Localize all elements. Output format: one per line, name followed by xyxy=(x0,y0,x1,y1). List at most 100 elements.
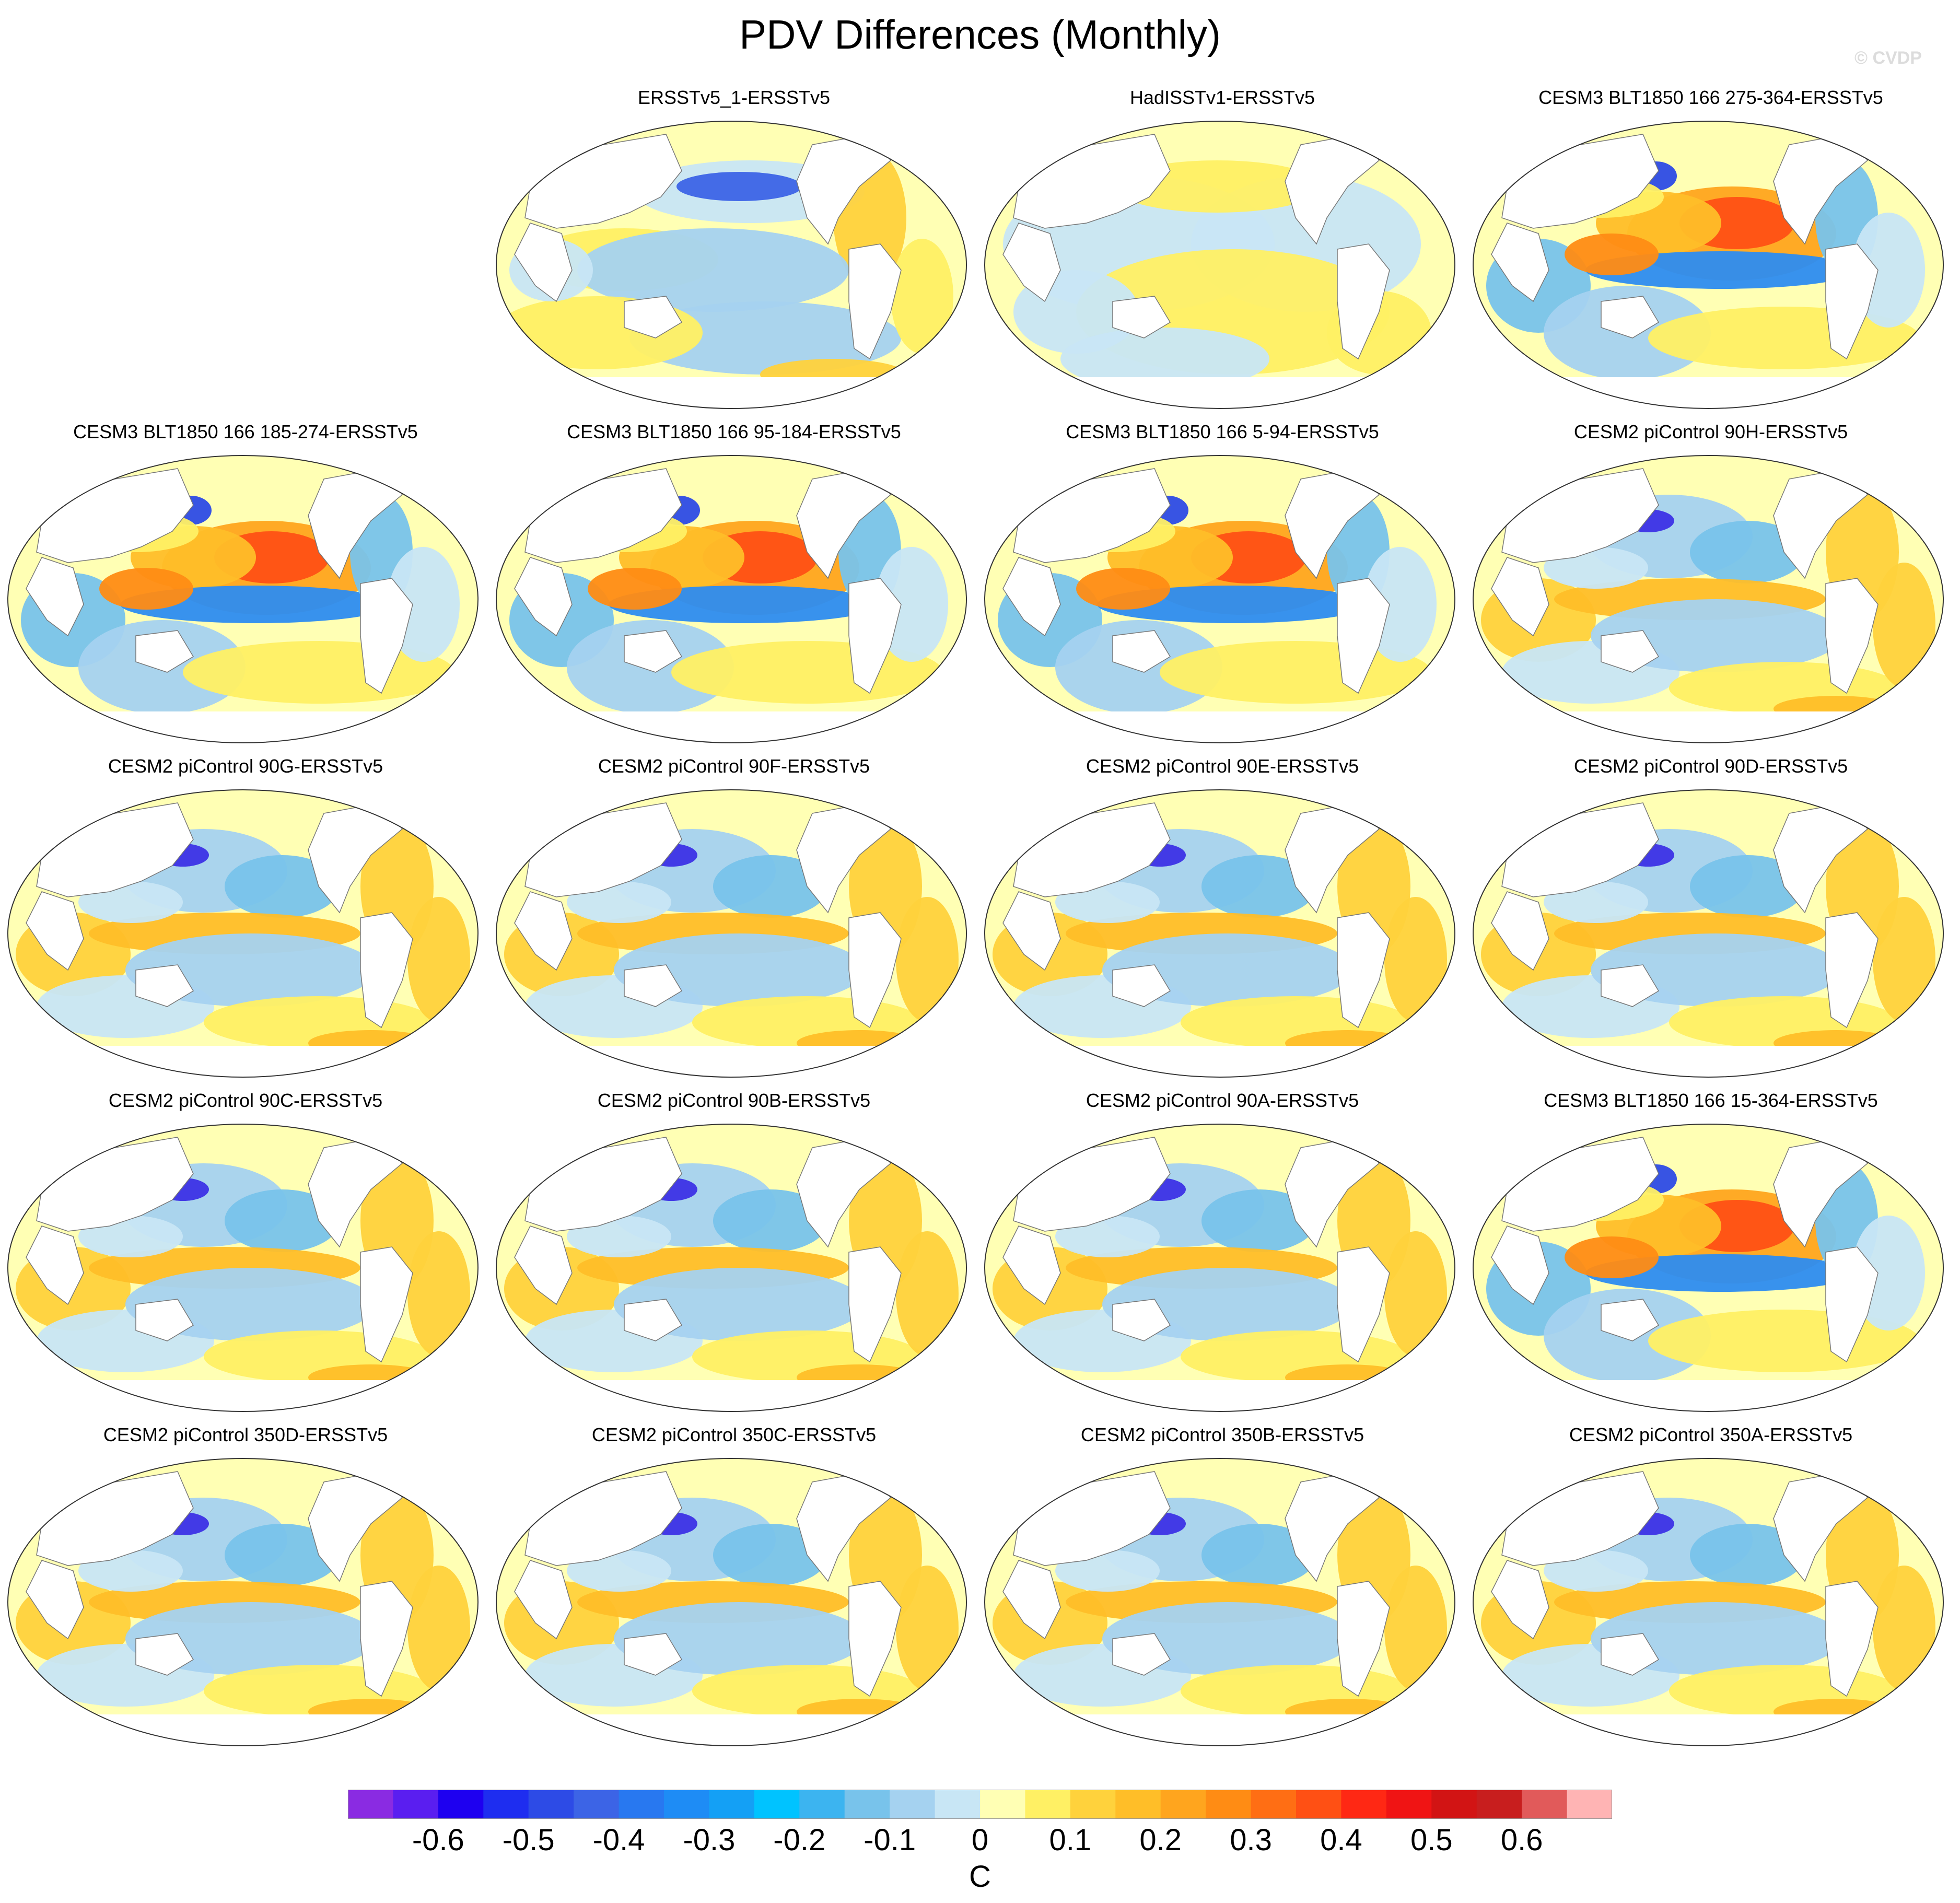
anomaly-region xyxy=(891,239,953,354)
land-mask xyxy=(26,891,84,971)
anomaly-region xyxy=(1076,568,1170,610)
anomaly-region xyxy=(1384,1231,1447,1357)
panel-title: CESM2 piControl 90B-ERSSTv5 xyxy=(597,1090,871,1111)
global-map xyxy=(496,1458,967,1746)
land-mask xyxy=(848,912,902,1029)
land-mask xyxy=(401,463,439,495)
land-mask xyxy=(1601,630,1660,673)
antarctica-mask xyxy=(1473,1046,1943,1077)
land-mask xyxy=(1491,557,1549,637)
land-mask xyxy=(1337,243,1390,360)
land-mask xyxy=(26,1225,84,1305)
colorbar-tick-label: -0.1 xyxy=(864,1823,916,1857)
anomaly-region xyxy=(1873,1566,1935,1691)
land-mask xyxy=(1866,797,1905,830)
colorbar-swatch xyxy=(348,1790,393,1819)
colorbar-tick-label: 0.6 xyxy=(1500,1823,1543,1857)
antarctica-mask xyxy=(985,711,1455,743)
land-mask xyxy=(1825,1581,1879,1697)
colorbar-tick-label: 0.2 xyxy=(1139,1823,1182,1857)
colorbar-swatch xyxy=(844,1790,890,1819)
map-border xyxy=(1473,789,1944,1078)
colorbar-swatch xyxy=(664,1790,709,1819)
global-map xyxy=(7,1458,479,1746)
global-map xyxy=(1473,1458,1944,1746)
figure-title: PDV Differences (Monthly) xyxy=(739,11,1221,57)
colorbar-swatch xyxy=(438,1790,484,1819)
antarctica-mask xyxy=(8,711,478,743)
panel-title: CESM2 piControl 90G-ERSSTv5 xyxy=(108,755,383,777)
map-panel: CESM2 piControl 350A-ERSSTv5 xyxy=(1471,1423,1951,1747)
land-mask xyxy=(1002,557,1061,637)
map-panel: CESM3 BLT1850 166 185-274-ERSSTv5 xyxy=(5,421,486,744)
map-panel: CESM3 BLT1850 166 275-364-ERSSTv5 xyxy=(1471,86,1951,410)
map-border xyxy=(1473,1124,1944,1412)
map-border xyxy=(7,789,479,1078)
colorbar-swatch xyxy=(980,1790,1025,1819)
map-border xyxy=(984,121,1455,409)
colorbar-swatch xyxy=(393,1790,439,1819)
global-map xyxy=(984,1124,1455,1412)
antarctica-mask xyxy=(496,1380,966,1411)
land-mask xyxy=(401,1131,439,1164)
panel-title: CESM3 BLT1850 166 275-364-ERSSTv5 xyxy=(1538,87,1883,108)
anomaly-region xyxy=(1690,521,1805,583)
global-map xyxy=(1473,1124,1944,1412)
map-panel: CESM2 piControl 90D-ERSSTv5 xyxy=(1471,755,1951,1079)
antarctica-mask xyxy=(1473,1380,1943,1411)
antarctica-mask xyxy=(985,1046,1455,1077)
map-panel xyxy=(5,86,486,410)
anomaly-region xyxy=(407,1566,470,1691)
map-panel: CESM2 piControl 90E-ERSSTv5 xyxy=(982,755,1463,1079)
global-map xyxy=(496,455,967,743)
land-mask xyxy=(514,223,573,302)
colorbar xyxy=(348,1790,1612,1819)
land-mask xyxy=(135,1299,194,1341)
colorbar-swatch xyxy=(709,1790,755,1819)
land-mask xyxy=(1866,463,1905,495)
colorbar-tick-label: -0.3 xyxy=(683,1823,736,1857)
antarctica-mask xyxy=(1473,377,1943,408)
antarctica-mask xyxy=(985,1714,1455,1746)
land-mask xyxy=(1491,1225,1549,1305)
land-mask xyxy=(514,557,573,637)
land-mask xyxy=(848,578,902,694)
land-mask xyxy=(1378,463,1416,495)
panel-title: ERSSTv5_1-ERSSTv5 xyxy=(637,87,831,108)
land-mask xyxy=(360,1581,413,1697)
anomaly-region xyxy=(407,1231,470,1357)
land-mask xyxy=(1601,296,1660,338)
anomaly-region xyxy=(1384,1566,1447,1691)
map-panel: CESM2 piControl 90A-ERSSTv5 xyxy=(982,1089,1463,1413)
land-mask xyxy=(1825,578,1879,694)
anomaly-region xyxy=(225,1189,340,1252)
land-mask xyxy=(135,964,194,1007)
panel-title: CESM2 piControl 90D-ERSSTv5 xyxy=(1573,755,1848,777)
land-mask xyxy=(1112,1299,1171,1341)
global-map xyxy=(7,789,479,1078)
map-panel: CESM2 piControl 350D-ERSSTv5 xyxy=(5,1423,486,1747)
panel-title: CESM3 BLT1850 166 95-184-ERSSTv5 xyxy=(567,421,901,442)
global-map xyxy=(984,789,1455,1078)
map-panel: CESM3 BLT1850 166 15-364-ERSSTv5 xyxy=(1471,1089,1951,1413)
colorbar-swatch xyxy=(1567,1790,1612,1819)
map-border xyxy=(7,1124,479,1412)
colorbar-swatch xyxy=(1431,1790,1477,1819)
anomaly-region xyxy=(1873,563,1935,688)
anomaly-region xyxy=(99,568,193,610)
map-panel: CESM2 piControl 350B-ERSSTv5 xyxy=(982,1423,1463,1747)
antarctica-mask xyxy=(496,1046,966,1077)
antarctica-mask xyxy=(1473,711,1943,743)
land-mask xyxy=(26,557,84,637)
panel-title: CESM2 piControl 90C-ERSSTv5 xyxy=(108,1090,383,1111)
global-map xyxy=(1473,121,1944,409)
watermark: © CVDP xyxy=(1854,48,1922,68)
map-panel: CESM2 piControl 90B-ERSSTv5 xyxy=(494,1089,974,1413)
anomaly-region xyxy=(407,897,470,1022)
global-map xyxy=(496,121,967,409)
land-mask xyxy=(401,797,439,830)
antarctica-mask xyxy=(8,1046,478,1077)
colorbar-swatch xyxy=(1476,1790,1522,1819)
anomaly-region xyxy=(713,1189,828,1252)
map-panel: ERSSTv5_1-ERSSTv5 xyxy=(494,86,974,410)
